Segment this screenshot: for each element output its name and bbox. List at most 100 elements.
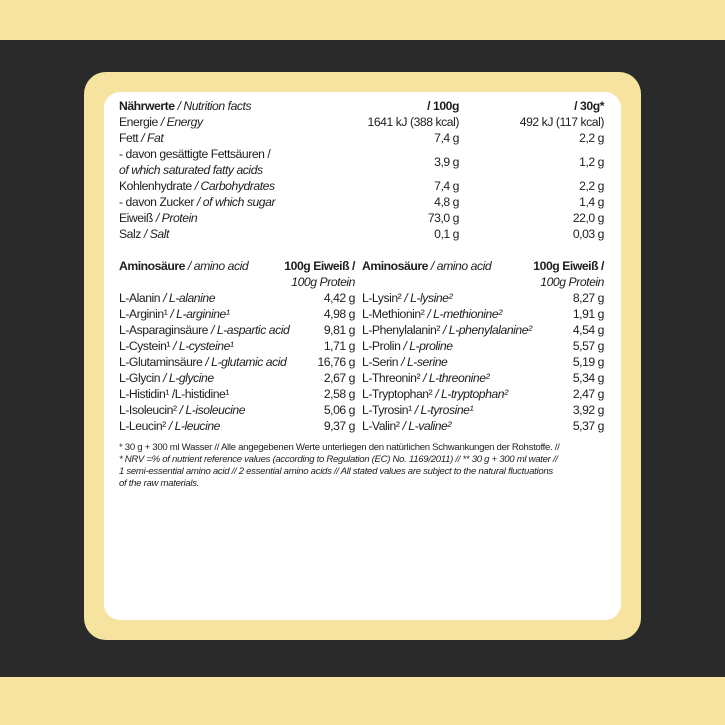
footnote-line: 1 semi-essential amino acid // 2 essenti… [119,466,553,477]
amino-unit-header-en: 100g Protein [291,275,355,289]
amino-acid-name: L-Threonin² / L-threonine² [362,370,490,386]
label-en: / L-serine [401,355,448,369]
label-en: / Salt [143,227,170,241]
amino-acid-name: L-Glycin / L-glycine [119,370,214,386]
label-en: / Carbohydrates [194,179,275,193]
amino-acid-value: 2,67 g [323,371,356,385]
label-en: / L-lysine² [404,291,453,305]
label-en: / L-methionine² [427,307,502,321]
label-en: / L-aspartic acid [210,323,290,337]
label-en: / L-cysteine¹ [172,339,234,353]
nutrition-row-label: - davon gesättigte Fettsäuren / of which… [119,146,271,178]
label-en: / L-proline [403,339,453,353]
label-de: Fett [119,131,139,145]
amino-unit-header-en: 100g Protein [540,275,604,289]
label-de: - davon Zucker [119,195,194,209]
label-de: L-Glutaminsäure [119,355,203,369]
amino-unit-header: 100g Eiweiß / [533,259,604,273]
amino-acid-name: L-Alanin / L-alanine [119,290,215,306]
label-de: Aminosäure [119,259,185,273]
label-de: - davon gesättigte Fettsäuren / [119,147,271,161]
nutrition-value-30g: 1,2 g [579,155,604,169]
amino-acid-value: 8,27 g [572,291,605,305]
amino-acid-name: L-Lysin² / L-lysine² [362,290,453,306]
label-de: L-Tyrosin¹ [362,403,412,417]
label-de: L-Isoleucin² [119,403,177,417]
label-en: / L-threonine² [422,371,490,385]
label-de: L-Lysin² [362,291,402,305]
label-de: L-Tryptophan² [362,387,433,401]
nutrition-value-100g: 0,1 g [434,227,459,241]
amino-acid-name: L-Methionin² / L-methionine² [362,306,502,322]
label-de: Energie [119,115,158,129]
amino-header: Aminosäure / amino acid [119,258,249,274]
nutrition-value-100g: 73,0 g [427,211,460,225]
label-en: / L-glycine [163,371,214,385]
label-de: L-Cystein¹ [119,339,171,353]
label-de: Salz [119,227,141,241]
amino-acid-name: L-Valin² / L-valine² [362,418,451,434]
nutrition-label-card [104,92,621,620]
nutrition-header: Nährwerte / Nutrition facts [119,98,252,114]
nutrition-value-30g: 2,2 g [579,179,604,193]
label-de: L-Threonin² [362,371,421,385]
label-de: Aminosäure [362,259,428,273]
footnotes: * 30 g + 300 ml Wasser // Alle angegeben… [119,442,609,490]
label-en: of which saturated fatty acids [119,163,263,177]
footnote-line: of the raw materials. [119,478,200,489]
amino-acid-name: L-Tryptophan² / L-tryptophan² [362,386,508,402]
label-de: Eiweiß [119,211,153,225]
amino-header: Aminosäure / amino acid [362,258,492,274]
nutrition-row-label: Salz / Salt [119,226,169,242]
footnote-line: * 30 g + 300 ml Wasser // Alle angegeben… [119,442,560,453]
nutrition-row-label: Fett / Fat [119,130,164,146]
label-en: / L-tyrosine¹ [414,403,474,417]
amino-acid-value: 3,92 g [572,403,605,417]
label-de: L-Methionin² [362,307,425,321]
label-en: / of which sugar [196,195,276,209]
label-en: / L-glutamic acid [205,355,287,369]
amino-acid-name: L-Isoleucin² / L-isoleucine [119,402,246,418]
amino-acid-value: 5,37 g [572,419,605,433]
nutrition-value-100g: 7,4 g [434,131,459,145]
label-en: / L-arginine¹ [170,307,230,321]
amino-acid-name: L-Leucin² / L-leucine [119,418,220,434]
amino-acid-name: L-Cystein¹ / L-cysteine¹ [119,338,234,354]
label-en: / amino acid [187,259,249,273]
nutrition-value-100g: 3,9 g [434,155,459,169]
label-en: / L-phenylalanine² [442,323,532,337]
label-de: L-Phenylalanin² [362,323,440,337]
amino-acid-name: L-Phenylalanin² / L-phenylalanine² [362,322,532,338]
nutrition-value-100g: 1641 kJ (388 kcal) [367,115,460,129]
amino-acid-value: 5,57 g [572,339,605,353]
amino-acid-name: L-Arginin¹ / L-arginine¹ [119,306,230,322]
nutrition-row-label: Kohlenhydrate / Carbohydrates [119,178,275,194]
amino-acid-value: 2,47 g [572,387,605,401]
label-de: L-Leucin² [119,419,166,433]
amino-acid-value: 1,91 g [572,307,605,321]
amino-acid-name: L-Glutaminsäure / L-glutamic acid [119,354,287,370]
label-en: / Nutrition facts [177,99,252,113]
amino-acid-value: 9,37 g [323,419,356,433]
label-de: L-Alanin [119,291,161,305]
label-de: L-Serin [362,355,399,369]
nutrition-value-100g: 7,4 g [434,179,459,193]
label-en: / Fat [141,131,164,145]
amino-acid-value: 5,06 g [323,403,356,417]
nutrition-row-label: Eiweiß / Protein [119,210,198,226]
amino-acid-value: 9,81 g [323,323,356,337]
amino-acid-value: 4,54 g [572,323,605,337]
amino-acid-name: L-Tyrosin¹ / L-tyrosine¹ [362,402,474,418]
amino-acid-value: 2,58 g [323,387,356,401]
header-per-30g: / 30g* [574,99,604,113]
label-en: / L-isoleucine [179,403,246,417]
label-de: Kohlenhydrate [119,179,192,193]
amino-acid-value: 4,42 g [323,291,356,305]
label-de: L-Prolin [362,339,401,353]
label-de: L-Valin² [362,419,400,433]
amino-acid-value: 4,98 g [323,307,356,321]
label-en: /L-histidine¹ [171,387,230,401]
label-en: / L-leucine [168,419,221,433]
label-de: Nährwerte [119,99,175,113]
nutrition-value-100g: 4,8 g [434,195,459,209]
